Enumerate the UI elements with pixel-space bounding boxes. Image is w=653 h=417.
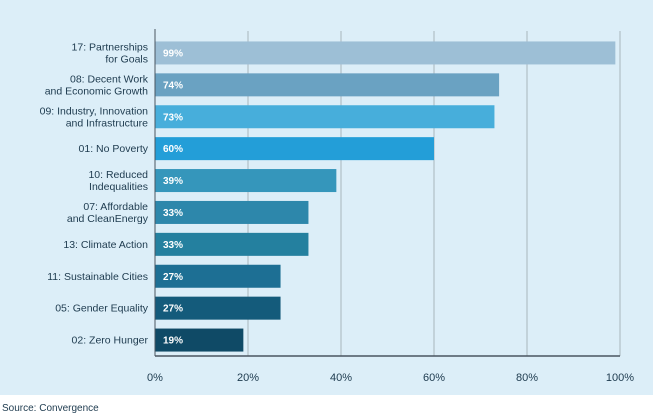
chart-panel: 0% 20% 40% 60% 80% 100% 99% 17: Partnerships for…	[0, 0, 653, 395]
x-tick-label: 0%	[147, 372, 163, 384]
category-label: and CleanEnergy	[67, 213, 149, 225]
bar	[155, 200, 309, 224]
bar	[155, 105, 495, 129]
category-label: Indequalities	[89, 181, 148, 193]
category-label: 08: Decent Work	[70, 73, 149, 85]
bar	[155, 41, 616, 65]
x-tick-label: 80%	[516, 372, 538, 384]
bar	[155, 296, 281, 320]
category-label: 05: Gender Equality	[55, 303, 149, 315]
bar-value-label: 33%	[163, 208, 183, 219]
category-label: 02: Zero Hunger	[72, 335, 149, 347]
bar	[155, 232, 309, 256]
bar-value-label: 19%	[163, 336, 183, 347]
bar-value-label: 27%	[163, 272, 183, 283]
category-label: 11: Sustainable Cities	[47, 271, 148, 283]
category-label: 10: Reduced	[88, 169, 148, 181]
bar-value-label: 39%	[163, 176, 183, 187]
category-label: 09: Industry, Innovation	[40, 105, 149, 117]
category-label: 13: Climate Action	[63, 239, 148, 251]
bar-chart: 0% 20% 40% 60% 80% 100% 99% 17: Partnershipsfor…	[40, 29, 634, 384]
bar	[155, 169, 337, 193]
bar	[155, 73, 500, 97]
bar-value-label: 27%	[163, 304, 183, 315]
bar	[155, 137, 434, 161]
source-note: Source: Convergence	[2, 403, 99, 414]
x-tick-label: 20%	[237, 372, 259, 384]
category-label: and Infrastructure	[66, 117, 148, 129]
category-label: and Economic Growth	[45, 85, 148, 97]
category-label: for Goals	[105, 53, 148, 65]
category-label: 17: Partnerships	[72, 41, 148, 53]
bar	[155, 264, 281, 288]
bar-value-label: 74%	[163, 80, 183, 91]
x-tick-label: 100%	[606, 372, 634, 384]
category-label: 01: No Poverty	[79, 143, 149, 155]
bar-value-label: 60%	[163, 144, 183, 155]
bar-value-label: 33%	[163, 240, 183, 251]
category-label: 07: Affordable	[83, 201, 148, 213]
x-tick-label: 40%	[330, 372, 352, 384]
x-tick-label: 60%	[423, 372, 445, 384]
bar-value-label: 73%	[163, 112, 183, 123]
bar-value-label: 99%	[163, 48, 183, 59]
bar	[155, 328, 244, 352]
